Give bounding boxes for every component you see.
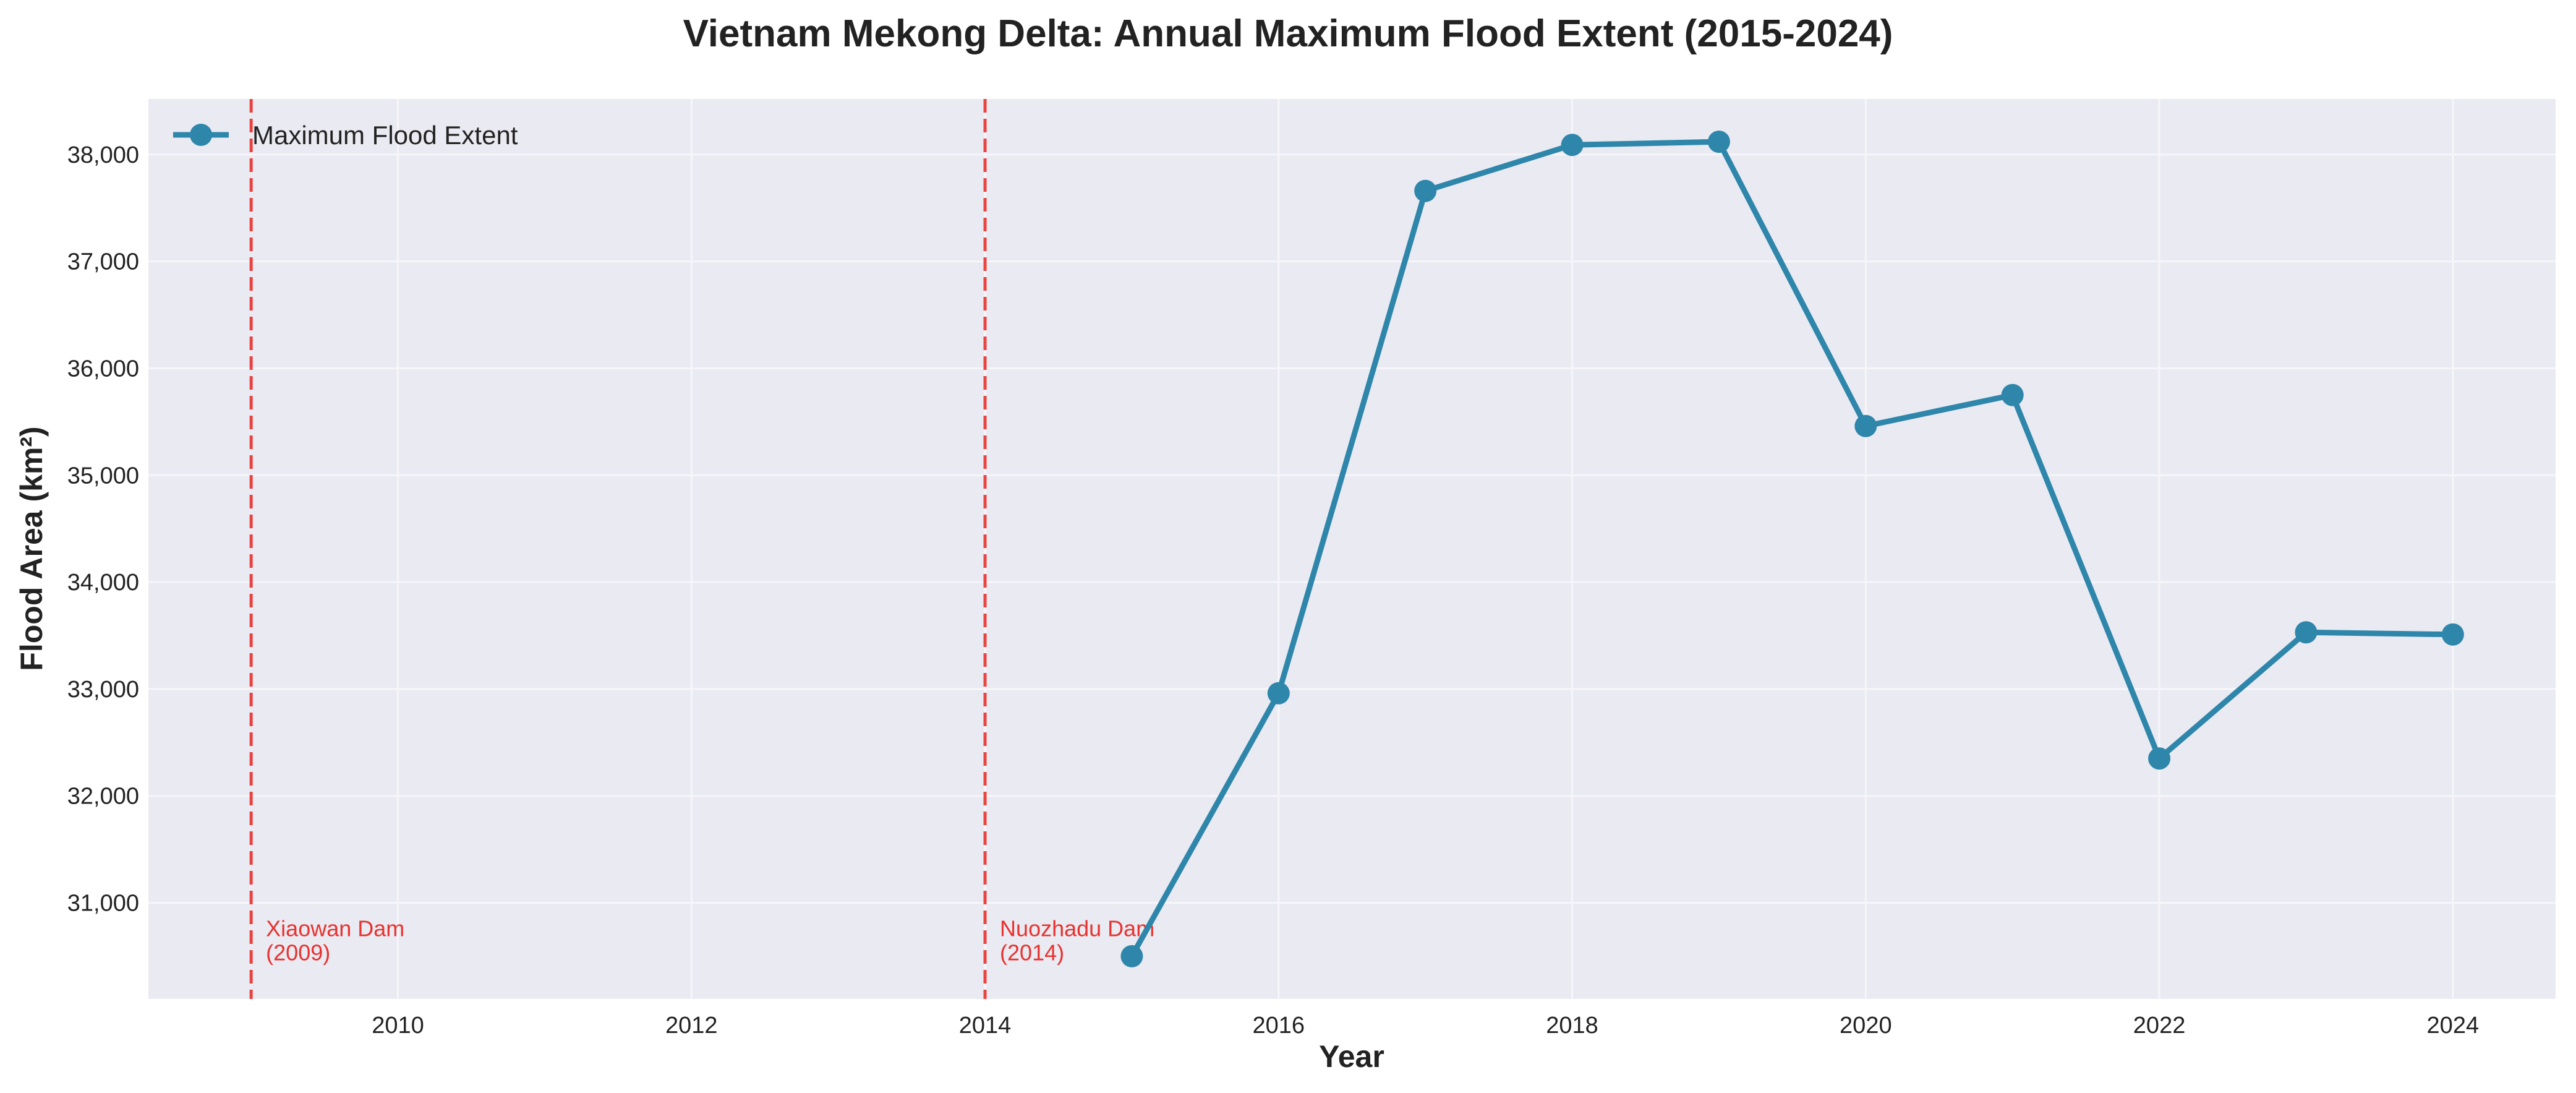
x-axis-label: Year bbox=[1319, 1039, 1384, 1074]
x-axis-ticks: 2010 2012 2014 2016 2018 2020 2022 2024 bbox=[372, 1013, 2479, 1039]
y-tick-label: 38,000 bbox=[67, 142, 139, 168]
series-layer bbox=[1120, 131, 2464, 967]
data-point bbox=[1414, 179, 1437, 202]
y-axis-label: Flood Area (km²) bbox=[14, 426, 49, 671]
series-line bbox=[1128, 139, 2456, 959]
data-point bbox=[2295, 621, 2318, 644]
x-tick-label: 2014 bbox=[959, 1013, 1012, 1039]
dam-annotation-year: (2014) bbox=[1000, 940, 1064, 966]
data-point bbox=[1267, 682, 1290, 705]
data-point bbox=[2148, 747, 2171, 770]
x-tick-label: 2012 bbox=[665, 1013, 718, 1039]
x-tick-label: 2016 bbox=[1253, 1013, 1305, 1039]
dam-annotation-year: (2009) bbox=[266, 940, 330, 966]
dam-annotation-name: Nuozhadu Dam bbox=[1000, 916, 1154, 941]
x-tick-label: 2018 bbox=[1546, 1013, 1598, 1039]
x-tick-label: 2010 bbox=[372, 1013, 424, 1039]
y-tick-label: 32,000 bbox=[67, 784, 139, 810]
data-point bbox=[2001, 384, 2024, 406]
y-tick-label: 31,000 bbox=[67, 890, 139, 916]
data-point bbox=[1707, 131, 1730, 153]
y-tick-label: 35,000 bbox=[67, 463, 139, 489]
dam-annotation-name: Xiaowan Dam bbox=[266, 916, 404, 941]
data-point bbox=[2441, 623, 2464, 646]
chart-title: Vietnam Mekong Delta: Annual Maximum Flo… bbox=[683, 12, 1893, 55]
legend-marker-swatch bbox=[190, 124, 212, 146]
legend: Maximum Flood Extent bbox=[173, 121, 518, 150]
data-point bbox=[1561, 134, 1584, 156]
y-tick-label: 37,000 bbox=[67, 249, 139, 275]
x-tick-label: 2020 bbox=[1840, 1013, 1892, 1039]
y-tick-label: 34,000 bbox=[67, 570, 139, 596]
x-tick-label: 2024 bbox=[2427, 1013, 2480, 1039]
y-tick-label: 36,000 bbox=[67, 356, 139, 382]
plot-area bbox=[148, 99, 2556, 999]
y-tick-label: 33,000 bbox=[67, 677, 139, 703]
data-point bbox=[1854, 414, 1877, 437]
dam-reference-lines: Xiaowan Dam(2009) Nuozhadu Dam(2014) bbox=[249, 99, 1154, 999]
grid-lines bbox=[148, 99, 2556, 999]
y-axis-ticks: 31,000 32,000 33,000 34,000 35,000 36,000 37,0… bbox=[67, 142, 139, 917]
data-point bbox=[1120, 945, 1143, 967]
x-tick-label: 2022 bbox=[2133, 1013, 2186, 1039]
legend-label: Maximum Flood Extent bbox=[252, 121, 518, 150]
